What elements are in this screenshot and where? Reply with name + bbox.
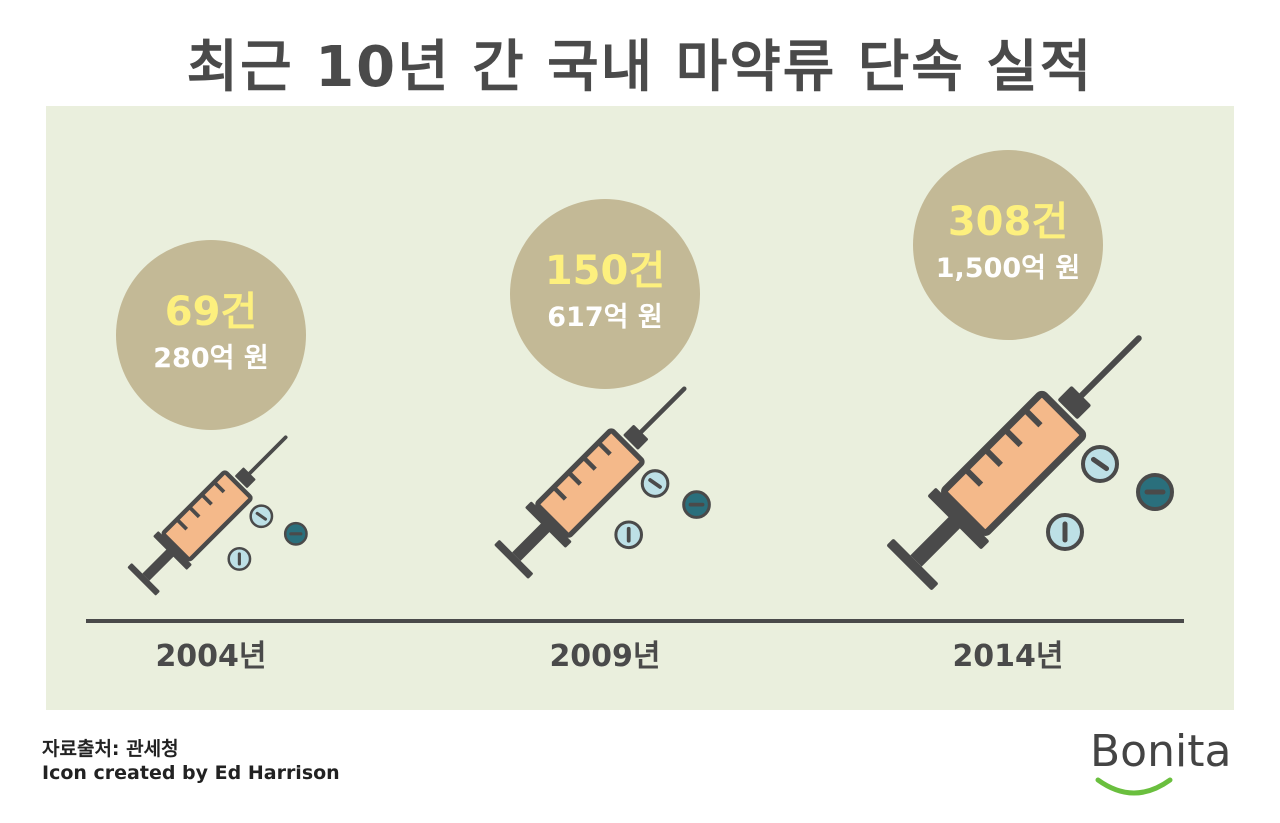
syringe-flange bbox=[525, 501, 572, 548]
logo-smile-icon bbox=[1095, 777, 1173, 796]
value-bubble bbox=[510, 199, 700, 389]
syringe-icon bbox=[127, 435, 288, 596]
syringe-mark bbox=[552, 485, 568, 501]
page-title: 최근 10년 간 국내 마약류 단속 실적 bbox=[186, 35, 1094, 100]
year-label: 2004년 bbox=[155, 639, 266, 674]
syringe-icon bbox=[494, 386, 687, 579]
amount-label: 617억 원 bbox=[547, 302, 662, 333]
pill-icon bbox=[1136, 473, 1174, 511]
logo-text: Bonita bbox=[1090, 726, 1232, 777]
pill-icon bbox=[614, 520, 644, 550]
pill-score bbox=[1090, 456, 1110, 472]
syringe-mark bbox=[983, 447, 1003, 467]
syringe-mark bbox=[596, 440, 612, 456]
year-label: 2009년 bbox=[549, 639, 660, 674]
syringe-plunger bbox=[142, 548, 175, 581]
pill-score bbox=[648, 478, 662, 489]
syringe-mark bbox=[581, 455, 597, 471]
syringe-plunger bbox=[910, 515, 962, 567]
syringe-barrel bbox=[535, 428, 645, 538]
syringe-flange bbox=[153, 531, 192, 570]
syringe-plunger-head bbox=[494, 540, 533, 579]
pill-icon bbox=[249, 504, 274, 529]
syringe-mark bbox=[567, 470, 582, 486]
value-bubble bbox=[913, 150, 1103, 340]
pill-icon bbox=[640, 469, 670, 498]
pill-icon bbox=[1081, 445, 1119, 483]
value-bubble bbox=[116, 240, 306, 430]
syringe-icon bbox=[887, 335, 1142, 590]
syringe-plunger bbox=[512, 522, 551, 561]
syringe-mark bbox=[200, 493, 213, 506]
amount-label: 1,500억 원 bbox=[936, 253, 1080, 284]
pill-icon bbox=[1046, 513, 1084, 551]
syringe-mark bbox=[963, 466, 984, 487]
pill-icon bbox=[227, 547, 252, 571]
amount-label: 280억 원 bbox=[153, 343, 268, 374]
pill-icon bbox=[682, 490, 711, 519]
syringe-needle bbox=[636, 386, 687, 437]
syringe-mark bbox=[1002, 427, 1023, 448]
syringe-barrel bbox=[161, 470, 253, 562]
pill-score bbox=[255, 511, 268, 521]
icon-credit: Icon created by Ed Harrison bbox=[42, 762, 340, 784]
syringe-needle bbox=[246, 435, 288, 477]
year-label: 2014년 bbox=[952, 639, 1063, 674]
syringe-barrel bbox=[941, 390, 1087, 536]
pill-icon bbox=[283, 521, 308, 546]
syringe-plunger-head bbox=[887, 539, 938, 590]
syringe-hub bbox=[623, 425, 648, 450]
syringe-needle bbox=[1075, 335, 1142, 402]
syringe-hub bbox=[235, 467, 256, 488]
syringe-mark bbox=[188, 505, 201, 519]
syringe-mark bbox=[1022, 407, 1043, 428]
syringe-mark bbox=[212, 480, 226, 494]
count-label: 308건 bbox=[948, 199, 1068, 245]
syringe-hub bbox=[1058, 386, 1091, 419]
syringe-plunger-head bbox=[127, 563, 160, 596]
count-label: 69건 bbox=[165, 289, 257, 335]
brand-logo: Bonita bbox=[1090, 726, 1232, 806]
syringe-mark bbox=[175, 518, 189, 531]
count-label: 150건 bbox=[545, 248, 665, 294]
source-note: 자료출처: 관세청 bbox=[42, 738, 179, 760]
syringe-flange bbox=[928, 488, 989, 549]
